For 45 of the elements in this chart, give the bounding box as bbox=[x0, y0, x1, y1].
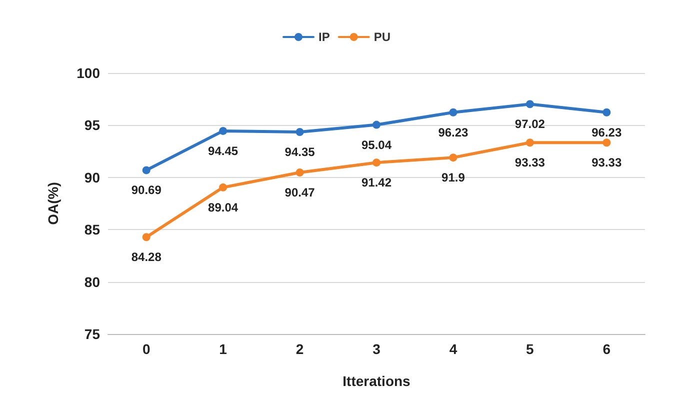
point bbox=[296, 168, 304, 176]
point bbox=[449, 154, 458, 162]
x-tick-label: 0 bbox=[142, 341, 150, 357]
data-label: 94.45 bbox=[208, 144, 238, 158]
data-label: 93.33 bbox=[592, 156, 622, 170]
data-label: 93.33 bbox=[514, 156, 546, 170]
point bbox=[449, 108, 458, 116]
point bbox=[372, 120, 380, 129]
data-label: 84.28 bbox=[131, 250, 162, 264]
point bbox=[142, 233, 150, 242]
y-tick-label: 90 bbox=[84, 169, 100, 186]
legend-label: IP bbox=[318, 30, 330, 44]
x-tick-label: 2 bbox=[296, 341, 304, 357]
y-tick-label: 100 bbox=[76, 65, 100, 81]
point bbox=[219, 126, 228, 135]
x-tick-label: 4 bbox=[449, 341, 458, 357]
y-tick-label: 80 bbox=[84, 274, 100, 290]
data-label: 91.42 bbox=[361, 176, 392, 190]
data-label: 94.35 bbox=[284, 144, 316, 159]
y-axis-title: OA(%) bbox=[45, 182, 61, 225]
data-label: 96.23 bbox=[592, 125, 622, 140]
point bbox=[526, 138, 534, 147]
data-label: 90.47 bbox=[284, 185, 316, 200]
point bbox=[602, 108, 611, 116]
point bbox=[219, 183, 228, 192]
data-label: 97.02 bbox=[514, 117, 546, 132]
point bbox=[526, 100, 534, 108]
point bbox=[372, 158, 380, 167]
data-label: 95.04 bbox=[361, 138, 392, 152]
x-tick-label: 1 bbox=[219, 341, 228, 357]
point bbox=[602, 138, 611, 147]
y-tick-label: 95 bbox=[84, 117, 100, 134]
y-tick-label: 85 bbox=[84, 222, 100, 238]
x-tick-label: 3 bbox=[372, 341, 381, 357]
x-tick-label: 6 bbox=[602, 341, 611, 357]
y-tick-label: 75 bbox=[84, 326, 100, 342]
data-label: 91.9 bbox=[442, 170, 466, 185]
x-axis-title: Itterations bbox=[342, 373, 411, 389]
data-label: 90.69 bbox=[131, 183, 162, 198]
data-label: 89.04 bbox=[208, 200, 238, 214]
legend-label: PU bbox=[374, 30, 391, 44]
point bbox=[296, 128, 304, 136]
point bbox=[142, 166, 150, 174]
x-tick-label: 5 bbox=[526, 341, 534, 357]
data-label: 96.23 bbox=[438, 125, 469, 140]
